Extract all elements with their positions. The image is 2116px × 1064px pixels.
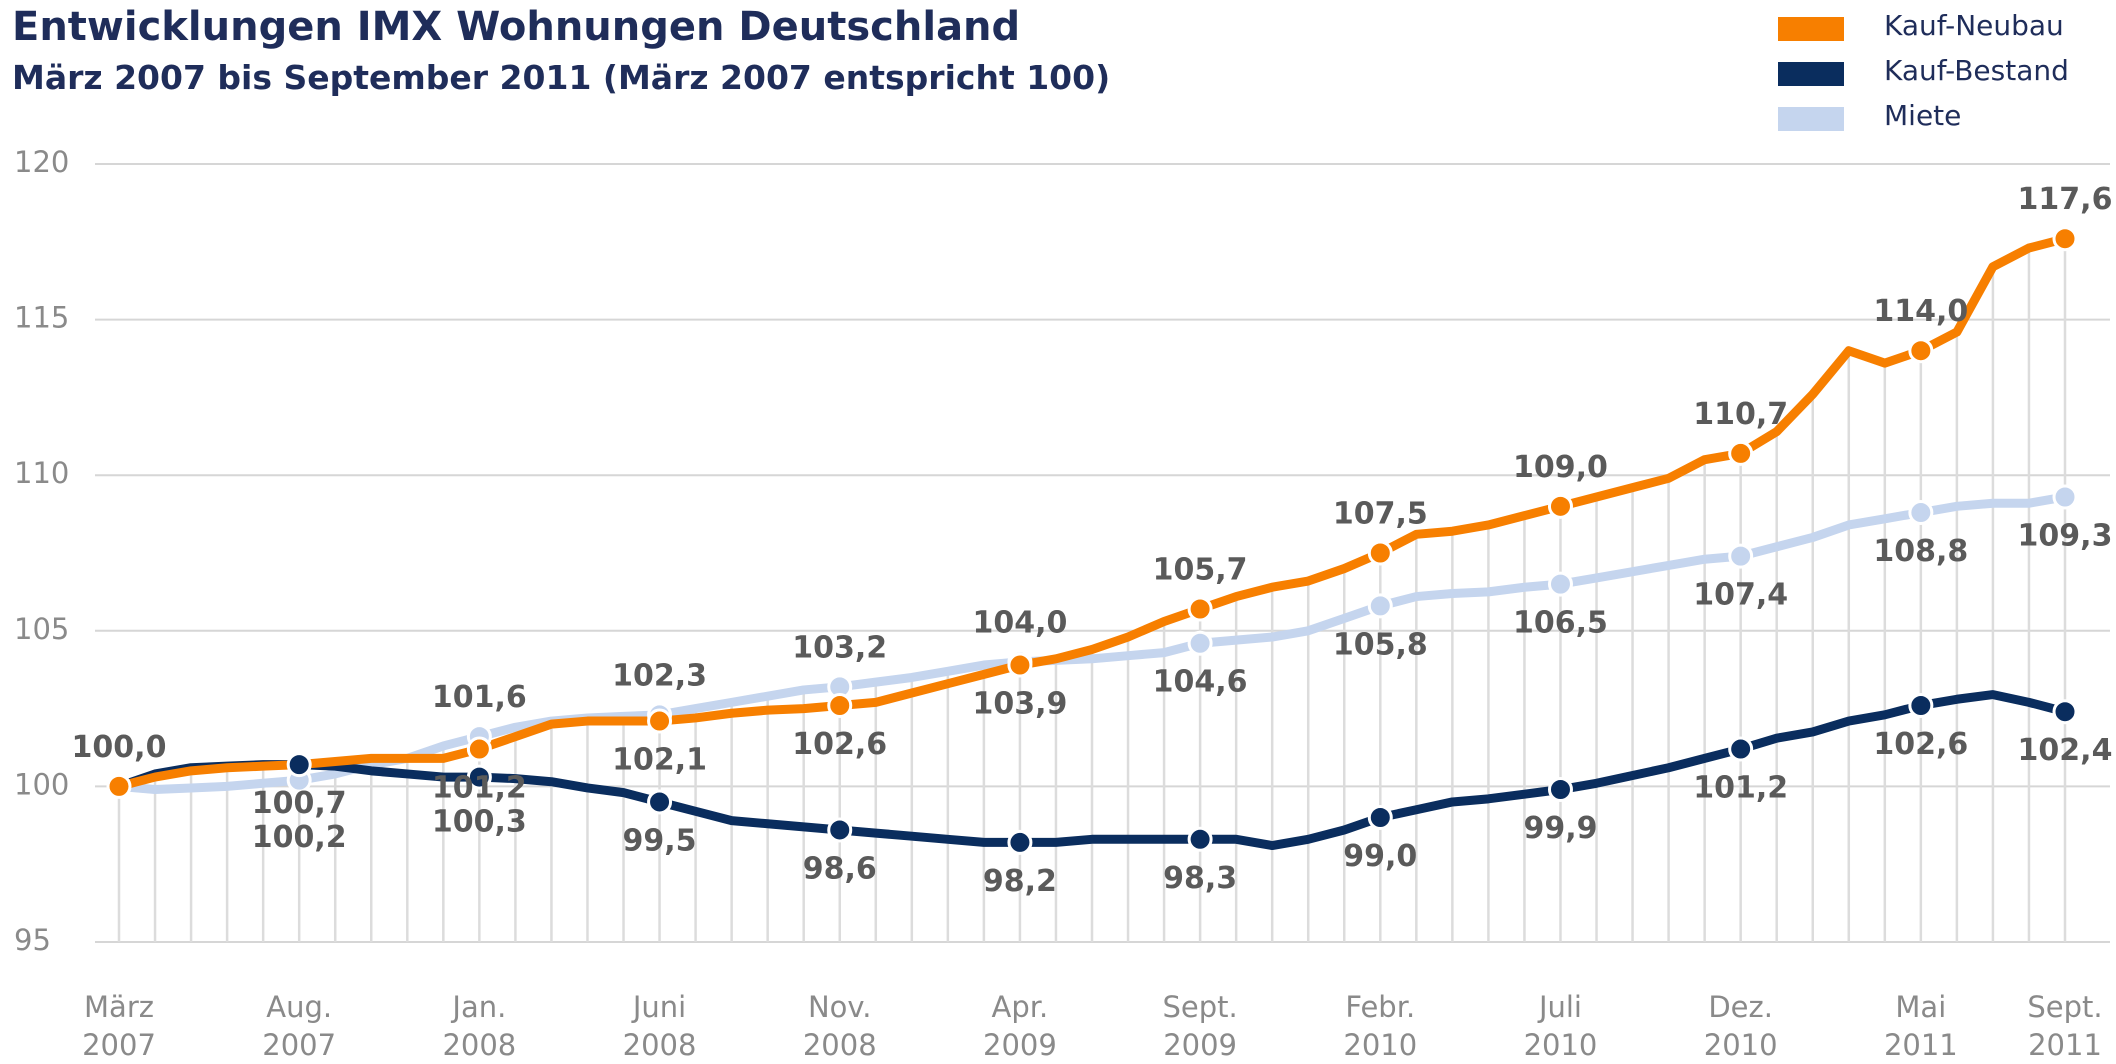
y-tick-label: 95 xyxy=(14,923,51,957)
legend-swatch xyxy=(1778,17,1844,41)
value-label: 103,2 xyxy=(792,630,887,665)
data-point xyxy=(466,736,492,762)
data-point xyxy=(1547,493,1573,519)
x-tick-label: Jan. 2008 xyxy=(442,990,517,1062)
x-tick-label: März 2007 xyxy=(82,990,156,1062)
x-tick-label: Nov. 2008 xyxy=(802,990,877,1062)
value-label: 99,9 xyxy=(1523,811,1597,846)
value-label: 102,6 xyxy=(792,727,887,762)
data-point xyxy=(1367,593,1393,619)
value-label: 105,7 xyxy=(1153,553,1248,588)
data-point xyxy=(1367,540,1393,566)
value-label: 105,8 xyxy=(1333,627,1428,662)
x-tick-label: Aug. 2007 xyxy=(262,990,337,1062)
value-label: 103,9 xyxy=(972,687,1067,722)
x-tick-label: Sept. 2011 xyxy=(2027,990,2103,1062)
value-label: 107,5 xyxy=(1333,497,1428,532)
y-tick-label: 110 xyxy=(14,456,69,490)
value-label: 100,3 xyxy=(432,805,527,840)
data-point xyxy=(1367,805,1393,831)
y-tick-label: 100 xyxy=(14,767,69,801)
value-label: 100,0 xyxy=(72,730,167,765)
value-label: 109,0 xyxy=(1513,450,1608,485)
legend-swatch xyxy=(1778,62,1844,86)
value-label: 98,2 xyxy=(983,864,1057,899)
data-point xyxy=(2052,484,2078,510)
value-label: 102,1 xyxy=(612,743,707,778)
value-label: 109,3 xyxy=(2018,518,2113,553)
legend-label: Miete xyxy=(1884,99,1962,132)
data-point xyxy=(106,773,132,799)
chart-title: Entwicklungen IMX Wohnungen Deutschland xyxy=(12,4,1021,50)
value-label: 99,0 xyxy=(1343,839,1417,874)
x-tick-label: Juli 2010 xyxy=(1523,990,1598,1062)
value-label: 106,5 xyxy=(1513,606,1608,641)
value-label: 102,3 xyxy=(612,658,707,693)
data-point xyxy=(1547,777,1573,803)
y-tick-label: 105 xyxy=(14,612,69,646)
value-label: 101,6 xyxy=(432,680,527,715)
data-point xyxy=(1728,543,1754,569)
value-label: 114,0 xyxy=(1873,294,1968,329)
data-point xyxy=(647,789,673,815)
value-label: 117,6 xyxy=(2018,182,2113,217)
value-label: 102,4 xyxy=(2018,733,2113,768)
data-point xyxy=(1007,652,1033,678)
data-point xyxy=(1007,829,1033,855)
data-point xyxy=(1908,692,1934,718)
x-tick-label: Dez. 2010 xyxy=(1703,990,1778,1062)
data-point xyxy=(286,752,312,778)
data-point xyxy=(1728,736,1754,762)
value-label: 98,6 xyxy=(803,851,877,886)
value-label: 108,8 xyxy=(1873,534,1968,569)
value-label: 100,2 xyxy=(252,820,347,855)
value-label: 110,7 xyxy=(1693,397,1788,432)
value-label: 107,4 xyxy=(1693,578,1788,613)
data-point xyxy=(1547,571,1573,597)
value-label: 102,6 xyxy=(1873,727,1968,762)
data-point xyxy=(1728,440,1754,466)
legend-swatch xyxy=(1778,107,1844,131)
x-tick-label: Mai 2011 xyxy=(1883,990,1958,1062)
x-tick-label: Apr. 2009 xyxy=(983,990,1057,1062)
data-point xyxy=(827,817,853,843)
data-point xyxy=(2052,226,2078,252)
value-label: 101,2 xyxy=(1693,771,1788,806)
y-tick-label: 120 xyxy=(14,145,69,179)
data-point xyxy=(1908,338,1934,364)
chart-subtitle: März 2007 bis September 2011 (März 2007 … xyxy=(12,58,1111,97)
x-tick-label: Sept. 2009 xyxy=(1162,990,1238,1062)
x-tick-label: Febr. 2010 xyxy=(1343,990,1418,1062)
data-point xyxy=(1187,596,1213,622)
value-label: 100,7 xyxy=(252,786,347,821)
value-label: 101,2 xyxy=(432,771,527,806)
y-tick-label: 115 xyxy=(14,301,69,335)
value-label: 99,5 xyxy=(623,823,697,858)
data-point xyxy=(827,692,853,718)
value-label: 104,0 xyxy=(972,605,1067,640)
legend-label: Kauf-Neubau xyxy=(1884,9,2064,42)
legend-label: Kauf-Bestand xyxy=(1884,54,2069,87)
value-label: 98,3 xyxy=(1163,861,1237,896)
data-point xyxy=(466,764,492,790)
data-point xyxy=(1187,630,1213,656)
data-point xyxy=(2052,699,2078,725)
data-point xyxy=(647,708,673,734)
value-label: 104,6 xyxy=(1153,665,1248,700)
data-point xyxy=(1908,500,1934,526)
data-point xyxy=(1187,826,1213,852)
x-tick-label: Juni 2008 xyxy=(622,990,697,1062)
